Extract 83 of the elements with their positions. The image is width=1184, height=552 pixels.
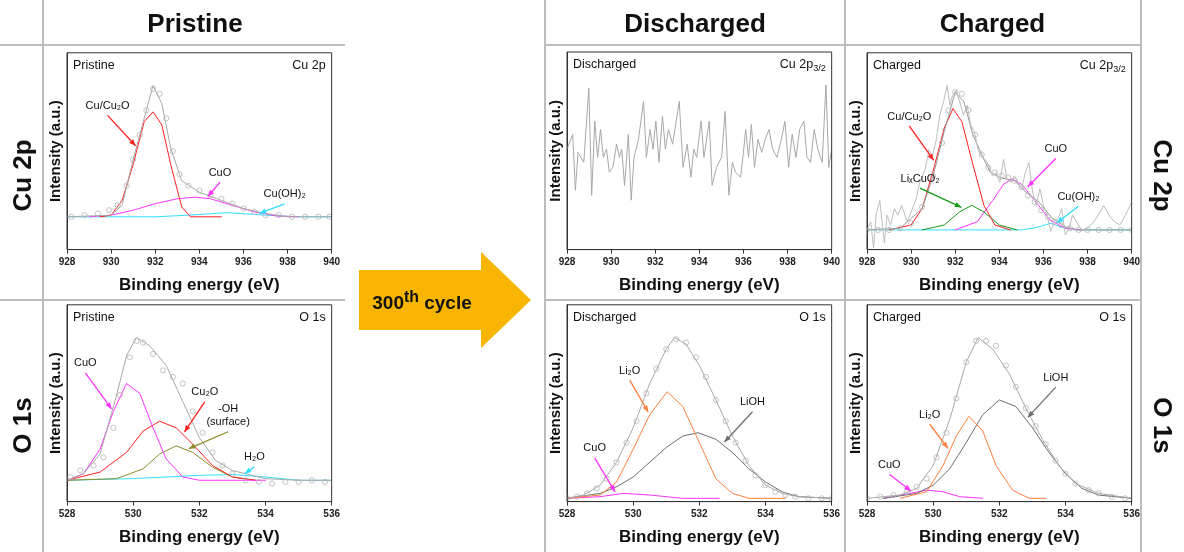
x-tick-label: 928: [858, 256, 876, 268]
annotation: Li₂O: [919, 407, 941, 420]
text: Discharged: [623, 8, 767, 39]
x-tick-label: 528: [858, 508, 876, 520]
x-axis-title: Binding energy (eV): [619, 275, 780, 295]
annotation: Cu/Cu₂O: [85, 98, 131, 111]
annotation: Cu₂O: [191, 385, 219, 398]
annotation: H₂O: [243, 450, 266, 463]
annotation: LiₓCuO₂: [900, 171, 940, 184]
x-tick-label: 938: [279, 256, 297, 268]
x-tick-label: 930: [902, 256, 920, 268]
y-axis-title: Intensity (a.u.): [846, 352, 864, 455]
x-tick-label: 530: [124, 508, 142, 520]
chart-subtitle: Cu 2p: [292, 58, 326, 73]
x-tick-label: 528: [558, 508, 576, 520]
text: 300$^{th}$ cycle: [371, 288, 473, 315]
x-tick-label: 930: [102, 256, 120, 268]
x-axis-title: Binding energy (eV): [619, 527, 780, 547]
y-axis-title: Intensity (a.u.): [546, 99, 564, 202]
x-tick-label: 536: [823, 508, 841, 520]
annotation: CuO: [74, 356, 98, 369]
chart-subtitle: O 1s: [299, 310, 326, 325]
chart-title: Discharged: [573, 57, 637, 72]
x-tick-label: 528: [58, 508, 76, 520]
annotation: LiOH: [739, 395, 766, 408]
annotation: LiOH: [1043, 370, 1069, 383]
x-tick-label: 932: [146, 256, 164, 268]
x-tick-label: 532: [190, 508, 209, 520]
x-tick-label: 936: [735, 256, 753, 268]
x-tick-label: 534: [757, 508, 775, 520]
x-tick-label: 532: [990, 508, 1009, 520]
annotation: CuO: [878, 457, 902, 470]
chart-title: Charged: [873, 310, 921, 325]
chart-title: Discharged: [573, 310, 637, 325]
x-tick-label: 534: [257, 508, 275, 520]
annotation: CuO: [208, 165, 232, 178]
x-axis-title: Binding energy (eV): [919, 527, 1080, 547]
x-axis-title: Binding energy (eV): [119, 527, 280, 547]
text: Charged: [938, 8, 1047, 39]
annotation: CuO: [1044, 141, 1068, 154]
x-tick-label: 938: [1079, 256, 1097, 268]
x-tick-label: 932: [646, 256, 664, 268]
x-tick-label: 932: [946, 256, 964, 268]
y-axis-title: Intensity (a.u.): [46, 100, 64, 203]
annotation: Li₂O: [619, 363, 641, 376]
x-tick-label: 934: [990, 256, 1009, 268]
text: O 1s: [1146, 396, 1178, 454]
x-tick-label: 534: [1057, 508, 1075, 520]
x-tick-label: 536: [323, 508, 341, 520]
chart-subtitle: O 1s: [799, 310, 826, 325]
x-tick-label: 934: [190, 256, 209, 268]
annotation: Cu(OH)₂: [263, 187, 306, 200]
annotation: Cu/Cu₂O: [887, 109, 932, 122]
chart-title: Charged: [873, 58, 921, 73]
annotation: Cu(OH)₂: [1057, 189, 1100, 202]
annotation: -OH (surface): [206, 402, 250, 428]
x-tick-label: 530: [924, 508, 942, 520]
text: O 1s: [6, 396, 38, 454]
text: Cu 2p: [1146, 138, 1178, 212]
x-tick-label: 934: [690, 256, 709, 268]
x-tick-label: 930: [602, 256, 620, 268]
y-axis-title: Intensity (a.u.): [546, 352, 564, 455]
x-axis-title: Binding energy (eV): [919, 275, 1080, 295]
x-tick-label: 928: [558, 256, 576, 268]
y-axis-title: Intensity (a.u.): [846, 100, 864, 203]
text: Pristine: [146, 8, 244, 39]
x-tick-label: 530: [624, 508, 642, 520]
chart-title: Pristine: [73, 58, 115, 73]
x-tick-label: 940: [823, 256, 841, 268]
x-tick-label: 936: [1035, 256, 1053, 268]
text: Cu 2p: [6, 138, 38, 212]
x-tick-label: 936: [235, 256, 253, 268]
x-axis-title: Binding energy (eV): [119, 275, 280, 295]
x-tick-label: 536: [1123, 508, 1141, 520]
y-axis-title: Intensity (a.u.): [46, 352, 64, 455]
chart-title: Pristine: [73, 310, 115, 325]
chart-subtitle: O 1s: [1099, 310, 1126, 325]
x-tick-label: 928: [58, 256, 76, 268]
x-tick-label: 940: [323, 256, 341, 268]
x-tick-label: 940: [1123, 256, 1141, 268]
x-tick-label: 532: [690, 508, 709, 520]
x-tick-label: 938: [779, 256, 797, 268]
annotation: CuO: [583, 441, 607, 454]
